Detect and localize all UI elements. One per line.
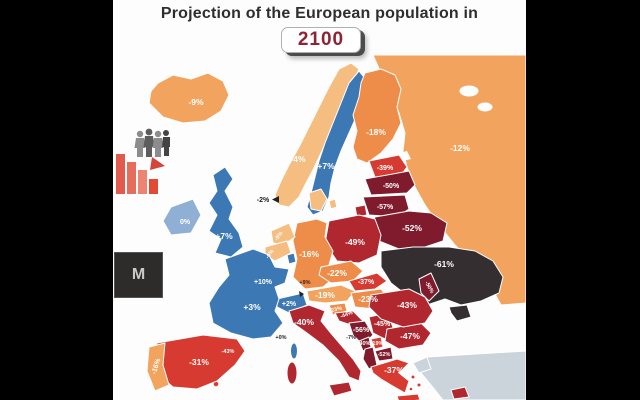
label-montenegro: -40%: [358, 341, 371, 347]
label-north-macedonia: -52%: [378, 352, 391, 358]
label-switzerland: +2%: [282, 301, 297, 308]
label-liechtenstein: +9%: [299, 280, 310, 286]
greek-island: [416, 382, 422, 388]
europe-map: -9% -4% +7% -18% -12% -39% -50% -57% -52…: [146, 55, 526, 400]
label-latvia: -50%: [383, 183, 400, 190]
label-austria: -19%: [315, 290, 335, 300]
country-france: [208, 248, 290, 340]
country-uk: [208, 166, 244, 258]
label-lithuania: -57%: [377, 204, 394, 211]
country-moldova: [418, 272, 440, 302]
label-estonia: -39%: [377, 165, 394, 172]
page-title: Projection of the European population in: [160, 5, 479, 22]
label-russia: -12%: [450, 143, 470, 153]
label-poland: -49%: [345, 237, 365, 247]
label-moldova: -50%: [423, 280, 434, 294]
label-netherlands: -5%: [274, 231, 285, 243]
decline-arrow-icon: [150, 157, 165, 170]
country-estonia: [368, 154, 408, 178]
country-greece: [370, 358, 410, 394]
label-serbia: -45%: [374, 321, 391, 328]
label-norway: -4%: [290, 154, 306, 164]
label-italy: -40%: [294, 317, 314, 327]
year-badge: 2100: [281, 27, 361, 53]
country-italy: [288, 304, 362, 382]
greek-island: [410, 374, 416, 380]
label-germany: -16%: [299, 249, 319, 259]
country-slovakia: [348, 272, 388, 292]
label-hungary: -23%: [358, 294, 378, 304]
country-austria: [306, 284, 356, 304]
declining-bars-icon: [116, 154, 158, 194]
country-netherlands: [270, 222, 296, 246]
label-finland: -18%: [366, 127, 386, 137]
lake-icon: [477, 102, 493, 112]
label-romania: -43%: [397, 300, 417, 310]
label-france: +3%: [243, 302, 261, 312]
country-denmark: [308, 188, 328, 212]
label-san-marino: -7%: [346, 335, 356, 341]
label-sweden: +7%: [317, 161, 335, 171]
label-iceland: -9%: [188, 97, 204, 107]
label-bulgaria: -47%: [400, 331, 420, 341]
country-portugal: [146, 342, 170, 392]
label-croatia: -44%: [340, 310, 354, 320]
region-crimea: [448, 304, 472, 322]
country-finland: [352, 68, 402, 164]
country-turkey: [420, 350, 526, 400]
country-ireland: [162, 198, 202, 236]
country-latvia: [364, 170, 416, 196]
country-north-macedonia: [374, 346, 394, 362]
country-iceland: [148, 72, 230, 124]
country-denmark-island: [328, 198, 338, 210]
region-kaliningrad: [354, 204, 368, 218]
country-luxembourg: [286, 252, 297, 265]
country-kosovo: [370, 336, 384, 350]
label-spain: -31%: [189, 357, 209, 367]
region-sardinia: [286, 361, 298, 385]
region-crete: [396, 393, 421, 400]
country-romania: [368, 288, 434, 328]
watermark-logo: M: [114, 252, 163, 298]
label-luxembourg: +10%: [254, 279, 273, 286]
label-andorra: -43%: [222, 349, 235, 355]
liechtenstein-arrow-icon: [299, 291, 304, 297]
label-monaco: +0%: [275, 335, 286, 341]
label-slovakia: -37%: [358, 279, 375, 286]
label-ukraine: -61%: [434, 259, 454, 269]
region-cyprus: [450, 386, 470, 400]
label-slovenia: -23%: [329, 306, 343, 315]
label-belarus: -52%: [402, 223, 422, 233]
region-corsica: [290, 342, 298, 360]
label-uk: +7%: [215, 231, 233, 241]
people-group-icon: [134, 128, 170, 157]
label-denmark: -2%: [257, 197, 270, 204]
label-bosnia: -56%: [353, 327, 370, 334]
label-czechia: -22%: [327, 268, 347, 278]
region-sicily: [328, 381, 353, 397]
label-belgium: -6%: [265, 249, 276, 261]
label-portugal: -16%: [151, 357, 163, 375]
label-ireland: 0%: [180, 219, 191, 226]
population-decline-icon: [116, 128, 170, 194]
label-greece: -37%: [384, 365, 404, 375]
denmark-arrow-icon: [272, 196, 279, 203]
label-kosovo: -19%: [371, 341, 384, 347]
region-turkey-thrace: [412, 356, 432, 374]
greek-island: [408, 386, 414, 392]
lake-icon: [459, 85, 479, 97]
